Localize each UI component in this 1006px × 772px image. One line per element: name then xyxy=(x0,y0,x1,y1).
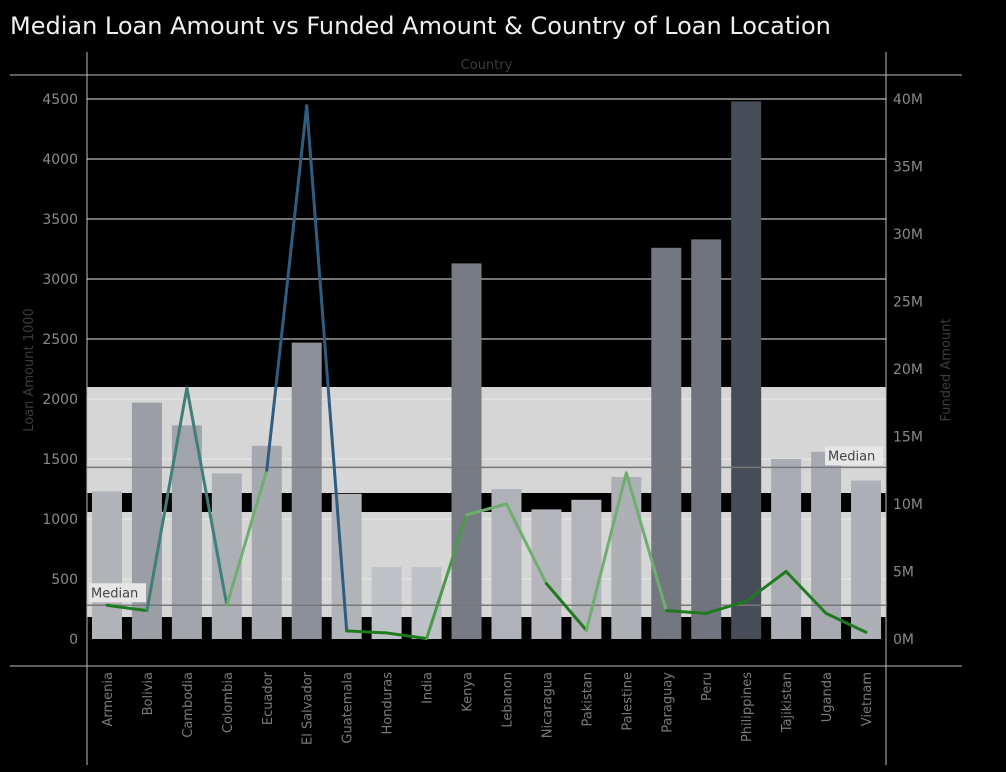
bar xyxy=(371,567,402,639)
line-segment xyxy=(105,603,149,613)
x-tick-label: Palestine xyxy=(620,672,635,731)
x-tick-label: Tajikistan xyxy=(780,672,795,733)
line-segment xyxy=(185,386,229,607)
line-segment xyxy=(305,104,349,633)
x-tick-label: Pakistan xyxy=(580,672,595,726)
chart-title: Median Loan Amount vs Funded Amount & Co… xyxy=(10,12,831,40)
x-tick-label: El Salvador xyxy=(301,671,316,745)
y-tick-right: 20M xyxy=(893,362,923,378)
line-segment xyxy=(704,599,748,615)
y-tick-left: 3500 xyxy=(42,212,78,228)
median-label: Median xyxy=(828,449,875,464)
bar xyxy=(251,445,282,639)
y-tick-right: 35M xyxy=(893,160,923,176)
x-axis-title: Country xyxy=(461,58,513,73)
y-tick-left: 4500 xyxy=(42,92,78,108)
bar xyxy=(531,509,562,639)
line-segment xyxy=(425,513,469,641)
y-tick-right: 25M xyxy=(893,295,923,311)
line-segment xyxy=(465,502,508,517)
line-segment xyxy=(385,631,429,641)
median-label: Median xyxy=(91,586,138,601)
bar xyxy=(171,425,202,639)
line-segment xyxy=(584,471,628,632)
line-segment xyxy=(784,570,828,615)
line-segment xyxy=(824,611,868,634)
line-segment xyxy=(664,609,708,615)
x-tick-label: Bolivia xyxy=(141,672,156,715)
bar xyxy=(451,263,482,639)
median-label-box xyxy=(89,583,146,603)
y-tick-left: 1500 xyxy=(42,452,78,468)
x-tick-label: Nicaragua xyxy=(540,672,555,738)
bar xyxy=(731,101,762,639)
bar xyxy=(771,459,802,639)
y-tick-right: 10M xyxy=(893,497,923,513)
bar xyxy=(651,247,682,640)
x-tick-label: Philippines xyxy=(740,672,755,742)
line-segment xyxy=(225,468,269,607)
background-band-upper xyxy=(87,387,886,493)
y-tick-left: 2500 xyxy=(42,332,78,348)
y-tick-right: 40M xyxy=(893,92,923,108)
x-tick-label: Armenia xyxy=(101,672,116,727)
x-tick-label: Lebanon xyxy=(500,672,515,728)
line-segment xyxy=(345,629,389,635)
x-tick-label: Guatemala xyxy=(341,672,356,744)
line-segment xyxy=(265,104,309,472)
x-tick-label: Ecuador xyxy=(261,671,276,725)
bar xyxy=(851,480,882,639)
y-tick-right: 0M xyxy=(893,632,914,648)
x-tick-label: Peru xyxy=(700,672,715,701)
line-segment xyxy=(744,570,788,603)
median-label-box xyxy=(825,446,883,466)
y-tick-left: 1000 xyxy=(42,512,78,528)
y-tick-right: 5M xyxy=(893,565,914,581)
line-segment xyxy=(145,386,189,613)
y-axis-title-left: Loan Amount 1000 xyxy=(22,308,37,432)
y-tick-right: 15M xyxy=(893,430,923,446)
line-segment xyxy=(544,582,588,632)
y-tick-right: 30M xyxy=(893,227,923,243)
x-tick-label: Vietnam xyxy=(860,672,875,726)
bar xyxy=(611,477,642,639)
y-tick-left: 3000 xyxy=(42,272,78,288)
bar xyxy=(491,489,522,639)
bar xyxy=(811,451,842,639)
bar xyxy=(91,491,122,639)
bar xyxy=(691,239,722,639)
line-segment xyxy=(504,502,548,586)
x-tick-label: Uganda xyxy=(820,672,835,722)
bar xyxy=(571,499,602,639)
x-tick-label: Paraguay xyxy=(660,672,675,733)
x-tick-label: Kenya xyxy=(461,672,476,712)
x-tick-label: Honduras xyxy=(381,672,396,735)
y-tick-left: 2000 xyxy=(42,392,78,408)
y-tick-left: 500 xyxy=(51,572,78,588)
x-tick-label: India xyxy=(421,672,436,704)
line-segment xyxy=(624,471,668,613)
x-tick-label: Colombia xyxy=(221,672,236,733)
y-tick-left: 0 xyxy=(69,632,78,648)
background-band-lower xyxy=(87,512,886,617)
bar xyxy=(291,342,322,639)
x-tick-label: Cambodia xyxy=(181,672,196,738)
y-tick-left: 4000 xyxy=(42,152,78,168)
y-axis-title-right: Funded Amount xyxy=(939,319,954,422)
